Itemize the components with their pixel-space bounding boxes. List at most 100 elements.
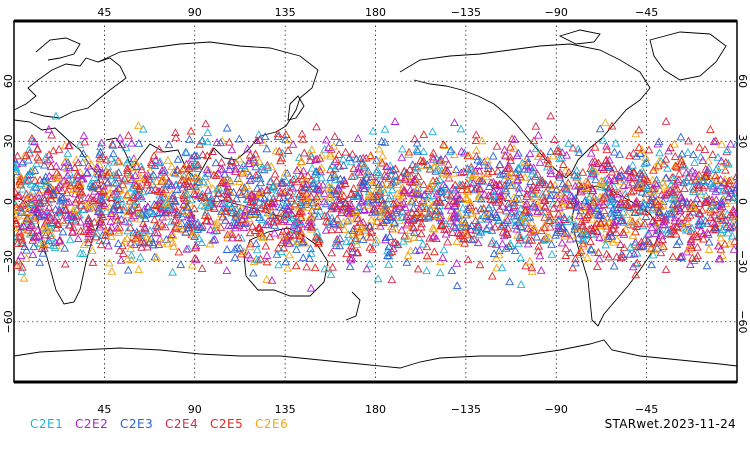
observation-marker bbox=[149, 200, 159, 208]
observation-marker bbox=[428, 223, 438, 232]
observation-marker bbox=[299, 148, 309, 157]
observation-marker bbox=[494, 246, 504, 255]
observation-marker bbox=[335, 174, 345, 183]
observation-marker bbox=[131, 157, 140, 166]
observation-marker bbox=[437, 193, 447, 202]
observation-marker bbox=[653, 213, 662, 221]
observation-marker bbox=[531, 185, 540, 194]
observation-marker bbox=[305, 184, 314, 193]
observation-marker bbox=[442, 184, 452, 193]
observation-marker bbox=[373, 170, 383, 179]
observation-marker bbox=[521, 234, 531, 243]
observation-marker bbox=[446, 191, 456, 200]
observation-marker bbox=[554, 146, 564, 155]
observation-marker bbox=[504, 161, 514, 170]
observation-marker bbox=[635, 149, 645, 158]
observation-marker bbox=[560, 192, 570, 201]
observation-marker bbox=[415, 245, 424, 254]
observation-marker bbox=[212, 194, 222, 203]
observation-marker bbox=[142, 233, 151, 242]
observation-marker bbox=[564, 138, 573, 147]
observation-marker bbox=[458, 203, 468, 212]
observation-marker bbox=[595, 232, 604, 241]
observation-marker bbox=[295, 206, 305, 215]
observation-marker bbox=[298, 253, 308, 262]
observation-marker bbox=[59, 176, 69, 185]
observation-marker bbox=[321, 225, 331, 234]
observation-marker bbox=[628, 160, 638, 169]
observation-marker bbox=[654, 137, 664, 146]
observation-marker bbox=[728, 208, 737, 217]
observation-marker bbox=[211, 171, 221, 179]
observation-marker bbox=[337, 180, 347, 189]
observation-marker bbox=[626, 187, 636, 196]
observation-marker bbox=[509, 202, 518, 211]
observation-marker bbox=[272, 188, 281, 197]
observation-marker bbox=[19, 221, 28, 230]
observation-marker bbox=[115, 157, 125, 166]
observation-marker bbox=[656, 248, 666, 257]
legend-item-c2e1: C2E1 bbox=[30, 417, 64, 431]
observation-marker bbox=[274, 260, 283, 269]
observation-marker bbox=[225, 137, 234, 146]
observation-marker bbox=[412, 145, 422, 153]
observation-marker bbox=[601, 155, 611, 164]
observation-marker bbox=[324, 143, 333, 152]
observation-marker bbox=[351, 233, 361, 242]
observation-marker bbox=[109, 157, 119, 166]
observation-marker bbox=[162, 234, 171, 243]
observation-marker bbox=[95, 217, 105, 226]
observation-marker bbox=[533, 130, 543, 139]
observation-marker bbox=[358, 159, 368, 168]
observation-marker bbox=[457, 185, 467, 194]
observation-marker bbox=[599, 206, 609, 215]
observation-marker bbox=[120, 216, 130, 225]
observation-marker bbox=[234, 154, 244, 163]
observation-marker bbox=[495, 204, 505, 213]
observation-marker bbox=[188, 221, 198, 230]
observation-marker bbox=[58, 193, 68, 202]
observation-marker bbox=[293, 224, 302, 233]
observation-marker bbox=[583, 199, 592, 208]
observation-marker bbox=[294, 237, 304, 246]
observation-marker bbox=[251, 239, 261, 248]
observation-marker bbox=[450, 185, 460, 194]
observation-marker bbox=[41, 230, 51, 239]
observation-marker bbox=[329, 141, 339, 150]
observation-marker bbox=[184, 220, 194, 229]
observation-marker bbox=[362, 196, 372, 205]
observation-marker bbox=[222, 173, 232, 182]
observation-marker bbox=[555, 167, 565, 176]
observation-marker bbox=[296, 198, 306, 206]
observation-marker bbox=[406, 246, 415, 255]
observation-marker bbox=[529, 226, 539, 235]
observation-marker bbox=[468, 171, 477, 179]
observation-marker bbox=[134, 138, 144, 147]
observation-marker bbox=[360, 184, 370, 192]
observation-marker bbox=[592, 206, 602, 215]
observation-marker bbox=[410, 134, 420, 143]
observation-marker bbox=[42, 215, 52, 224]
observation-marker bbox=[36, 211, 46, 220]
observation-marker bbox=[112, 191, 122, 199]
observation-marker bbox=[537, 189, 547, 198]
observation-marker bbox=[283, 263, 292, 272]
observation-marker bbox=[145, 206, 154, 215]
observation-marker bbox=[661, 212, 670, 221]
observation-marker bbox=[645, 238, 655, 247]
observation-marker bbox=[118, 179, 128, 188]
observation-marker bbox=[197, 264, 207, 272]
observation-marker bbox=[404, 147, 414, 156]
observation-marker bbox=[568, 263, 578, 272]
observation-marker bbox=[99, 181, 108, 190]
observation-marker bbox=[327, 225, 337, 234]
observation-marker bbox=[509, 144, 519, 152]
observation-marker bbox=[370, 221, 380, 230]
observation-marker bbox=[633, 179, 643, 188]
observation-marker bbox=[326, 165, 335, 174]
observation-marker bbox=[439, 140, 448, 149]
observation-marker bbox=[273, 243, 283, 252]
observation-marker bbox=[677, 149, 687, 158]
observation-marker bbox=[619, 251, 628, 260]
observation-marker bbox=[141, 214, 150, 223]
